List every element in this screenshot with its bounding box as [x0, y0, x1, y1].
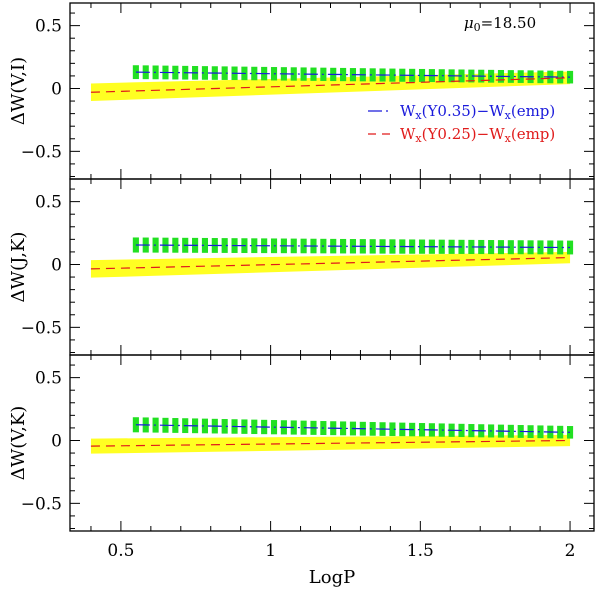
error-band-green-bar [369, 422, 376, 436]
error-band-green-bar [468, 424, 475, 438]
error-band-green-bar [468, 239, 475, 254]
x-tick-label: 1 [265, 541, 276, 561]
error-band-yellow-panel-3 [90, 434, 571, 454]
error-band-green-bar [340, 67, 347, 82]
error-band-green-bar [418, 68, 426, 82]
error-band-green-bar [537, 240, 544, 255]
x-tick-label: 1.5 [407, 541, 434, 561]
y-tick-label: 0 [51, 79, 62, 99]
x-tick-label: 0.5 [107, 541, 134, 561]
panel-frame-3 [69, 354, 595, 532]
error-band-green-bar [438, 239, 445, 254]
error-band-green-bar [369, 68, 376, 82]
error-band-green-bar [251, 238, 258, 254]
error-band-green-bar [221, 419, 228, 434]
y-axis-title-panel-3: ΔW(V,K) [8, 406, 29, 481]
error-band-green-bar [389, 239, 396, 254]
error-band-green-bar [221, 66, 228, 80]
error-band-yellow-panel-2 [90, 251, 571, 278]
y-tick-label: 0.5 [35, 369, 62, 389]
error-band-green-bar [172, 418, 179, 433]
error-band-green-bar [389, 68, 396, 82]
y-tick-label: 0 [51, 431, 62, 451]
error-band-green-bar [438, 423, 445, 437]
legend-entry-2: Wx(Y0.25)−Wx(emp) [400, 125, 555, 145]
error-band-green-bar [251, 419, 258, 435]
y-tick-label: 0 [51, 255, 62, 275]
y-axis-title-panel-1: ΔW(V,I) [8, 57, 29, 125]
error-band-green-bar [172, 237, 179, 253]
error-band-green-bar [418, 239, 426, 254]
error-band-green-bar [251, 66, 258, 81]
error-band-green-bar [557, 425, 564, 439]
y-tick-label: −0.5 [21, 494, 62, 514]
error-band-green-bar [172, 65, 179, 80]
error-band-green-bar [507, 424, 514, 438]
error-band-green-bar [418, 423, 426, 437]
error-band-green-bar [201, 66, 209, 80]
error-band-green-bar [557, 240, 564, 255]
error-band-green-bar [300, 238, 307, 254]
y-tick-label: 0.5 [35, 193, 62, 213]
legend-entry-1: Wx(Y0.35)−Wx(emp) [400, 102, 555, 122]
y-tick-label: 0.5 [35, 17, 62, 37]
distance-modulus-label: μ0=18.50 [464, 14, 536, 34]
series-y035-line-panel-3 [135, 424, 571, 433]
y-tick-label: −0.5 [21, 142, 62, 162]
x-tick-label: 2 [565, 541, 576, 561]
error-band-green-bar [300, 420, 307, 435]
error-band-green-bar [201, 237, 209, 253]
error-band-green-bar [507, 70, 514, 83]
error-band-green-bar [557, 70, 564, 84]
error-band-green-bar [221, 238, 228, 253]
error-band-green-bar [468, 69, 475, 83]
y-axis-title-panel-2: ΔW(J,K) [8, 232, 29, 303]
series-y035-line-panel-1 [135, 71, 571, 78]
error-band-green-bar [300, 67, 307, 81]
error-band-green-bar [369, 239, 376, 254]
error-band-green-bar [201, 418, 209, 434]
series-y035-line-panel-2 [135, 244, 571, 249]
y-tick-label: −0.5 [21, 318, 62, 338]
error-band-green-bar [537, 70, 544, 84]
error-band-green-bar [340, 238, 347, 254]
series-y025-line-panel-2 [90, 256, 571, 270]
error-band-green-bar [507, 240, 514, 255]
series-y025-line-panel-1 [90, 77, 571, 93]
error-band-green-bar [389, 422, 396, 437]
error-band-green-bar [340, 421, 347, 436]
error-band-green-bar [537, 425, 544, 439]
error-band-green-bar [438, 69, 445, 83]
series-y025-line-panel-3 [90, 439, 571, 447]
x-axis-title: LogP [309, 567, 355, 588]
